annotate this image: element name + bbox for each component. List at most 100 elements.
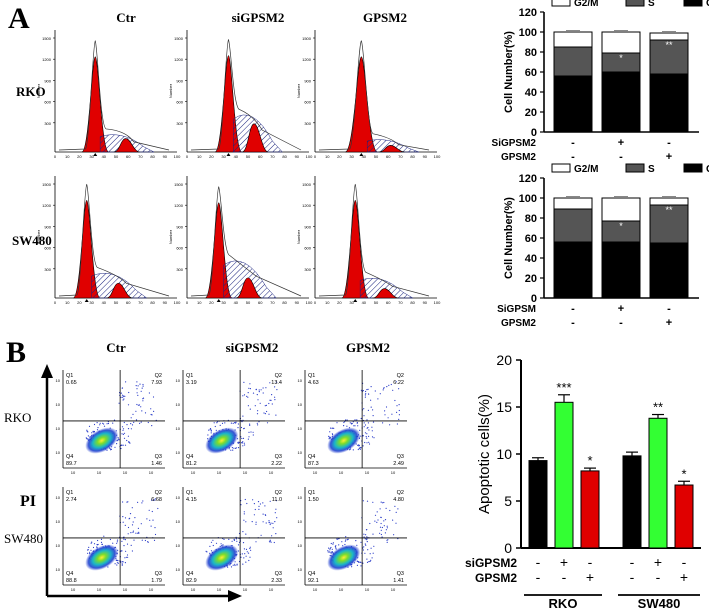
- scatter-ytick: 10: [176, 567, 181, 572]
- stacked-bar-segment: [553, 75, 593, 133]
- panel-a-col-title-sigpsm2: siGPSM2: [232, 10, 285, 25]
- stacked-bar-segment: [649, 39, 689, 75]
- legend-label: G0/G1: [706, 164, 709, 175]
- legend-label: S: [648, 0, 655, 9]
- y-tick-label: 0: [531, 127, 537, 139]
- hist-xtick: 0: [314, 300, 317, 305]
- significance-label: *: [619, 221, 623, 231]
- legend-swatch: [551, 0, 571, 7]
- scatter-xtick: 10: [243, 470, 248, 475]
- panel-b-col-title-sigpsm2: siGPSM2: [226, 340, 279, 355]
- scatter-xtick: 10: [97, 470, 102, 475]
- hist-xtick: 70: [270, 154, 275, 159]
- hist-ytick: 1500: [42, 36, 52, 41]
- stacked-bar-segment: [649, 32, 689, 41]
- legend-swatch: [625, 0, 645, 7]
- quadrant-value: 2.33: [271, 578, 282, 584]
- hist-ytick: 300: [304, 121, 311, 126]
- hist-ytick: 900: [44, 224, 51, 229]
- quadrant-name: Q3: [155, 571, 162, 577]
- scatter-ytick: 10: [56, 450, 61, 455]
- hist-xtick: 40: [102, 154, 107, 159]
- quadrant-name: Q3: [275, 571, 282, 577]
- hist-ytick: 1200: [174, 57, 184, 62]
- condition-mark: -: [571, 303, 575, 315]
- condition-mark: +: [666, 151, 672, 163]
- quadrant-name: Q2: [275, 373, 282, 379]
- panel-b-col-title-ctr: Ctr: [106, 340, 126, 355]
- hist-ytick: 300: [304, 267, 311, 272]
- stacked-bar-segment: [649, 73, 689, 133]
- condition-mark: -: [630, 554, 635, 570]
- condition-row-label: SiGPSM: [497, 304, 536, 315]
- quadrant-name: Q2: [155, 490, 162, 496]
- legend-swatch: [625, 163, 645, 173]
- scatter-ytick: 10: [56, 543, 61, 548]
- condition-row-label: GPSM2: [475, 571, 517, 585]
- pi-axis-arrows: [41, 364, 242, 602]
- hist-ylabel: Number: [296, 83, 301, 98]
- hist-xtick: 20: [337, 300, 342, 305]
- scatter-xtick: 10: [191, 470, 196, 475]
- legend-swatch: [551, 163, 571, 173]
- condition-mark: -: [667, 303, 671, 315]
- hist-ytick: 1500: [42, 182, 52, 187]
- hist-xtick: 90: [423, 300, 428, 305]
- y-tick-label: 20: [525, 273, 537, 285]
- condition-row-label: siGPSM2: [465, 556, 517, 570]
- condition-mark: -: [536, 554, 541, 570]
- hist-ytick: 900: [304, 78, 311, 83]
- scatter-ytick: 10: [56, 378, 61, 383]
- hist-xtick: 10: [325, 154, 330, 159]
- hist-xtick: 10: [65, 154, 70, 159]
- significance-label: *: [681, 466, 686, 481]
- quadrant-value: 92.1: [308, 578, 319, 584]
- hist-xtick: 20: [77, 154, 82, 159]
- hist-ytick: 900: [176, 78, 183, 83]
- significance-label: **: [665, 40, 673, 50]
- hist-xtick: 50: [246, 154, 251, 159]
- y-tick-label: 60: [525, 233, 537, 245]
- y-tick-label: 60: [525, 67, 537, 79]
- scatter-ytick: 10: [176, 402, 181, 407]
- flow-cytometry-plots: 1010101010101010Q10.65Q27.93Q31.46Q489.7…: [56, 370, 407, 592]
- hist-xtick: 80: [282, 300, 287, 305]
- y-tick-label: 15: [496, 399, 512, 415]
- cell-cycle-histogram: 1500 1200 900 600 300 0 10 20 30 40 50 60 70 80 90 100 N…: [168, 30, 313, 159]
- condition-mark: -: [571, 317, 575, 329]
- apoptosis-bar: [528, 460, 548, 549]
- quadrant-value: 4.15: [186, 497, 197, 503]
- condition-mark: -: [588, 554, 593, 570]
- hist-xtick: 70: [138, 300, 143, 305]
- hist-xtick: 30: [221, 300, 226, 305]
- quadrant-name: Q1: [186, 373, 193, 379]
- hist-ylabel: Number: [168, 229, 173, 244]
- stacked-bar-segment: [649, 204, 689, 244]
- apoptosis-bar: [580, 470, 600, 549]
- legend-label: G2/M: [574, 164, 598, 175]
- hist-xtick: 50: [246, 300, 251, 305]
- stacked-bar-segment: [649, 197, 689, 206]
- condition-mark: -: [619, 317, 623, 329]
- y-tick-label: 120: [519, 173, 537, 185]
- hist-xtick: 0: [314, 154, 317, 159]
- y-tick-label: 40: [525, 253, 537, 265]
- quadrant-name: Q3: [397, 571, 404, 577]
- hist-xtick: 80: [410, 154, 415, 159]
- scatter-ytick: 10: [298, 378, 303, 383]
- panel-a-row-title-rko: RKO: [16, 84, 46, 99]
- condition-mark: +: [560, 554, 568, 570]
- quadrant-name: Q3: [397, 454, 404, 460]
- scatter-xtick: 10: [365, 587, 370, 592]
- scatter-xtick: 10: [365, 470, 370, 475]
- scatter-ytick: 10: [176, 519, 181, 524]
- panel-a-col-title-gpsm2: GPSM2: [363, 10, 407, 25]
- hist-xtick: 10: [197, 154, 202, 159]
- condition-mark: -: [667, 137, 671, 149]
- hist-ytick: 600: [44, 246, 51, 251]
- hist-xtick: 70: [398, 300, 403, 305]
- hist-xtick: 40: [362, 154, 367, 159]
- panel-b-row-title-rko: RKO: [4, 410, 31, 425]
